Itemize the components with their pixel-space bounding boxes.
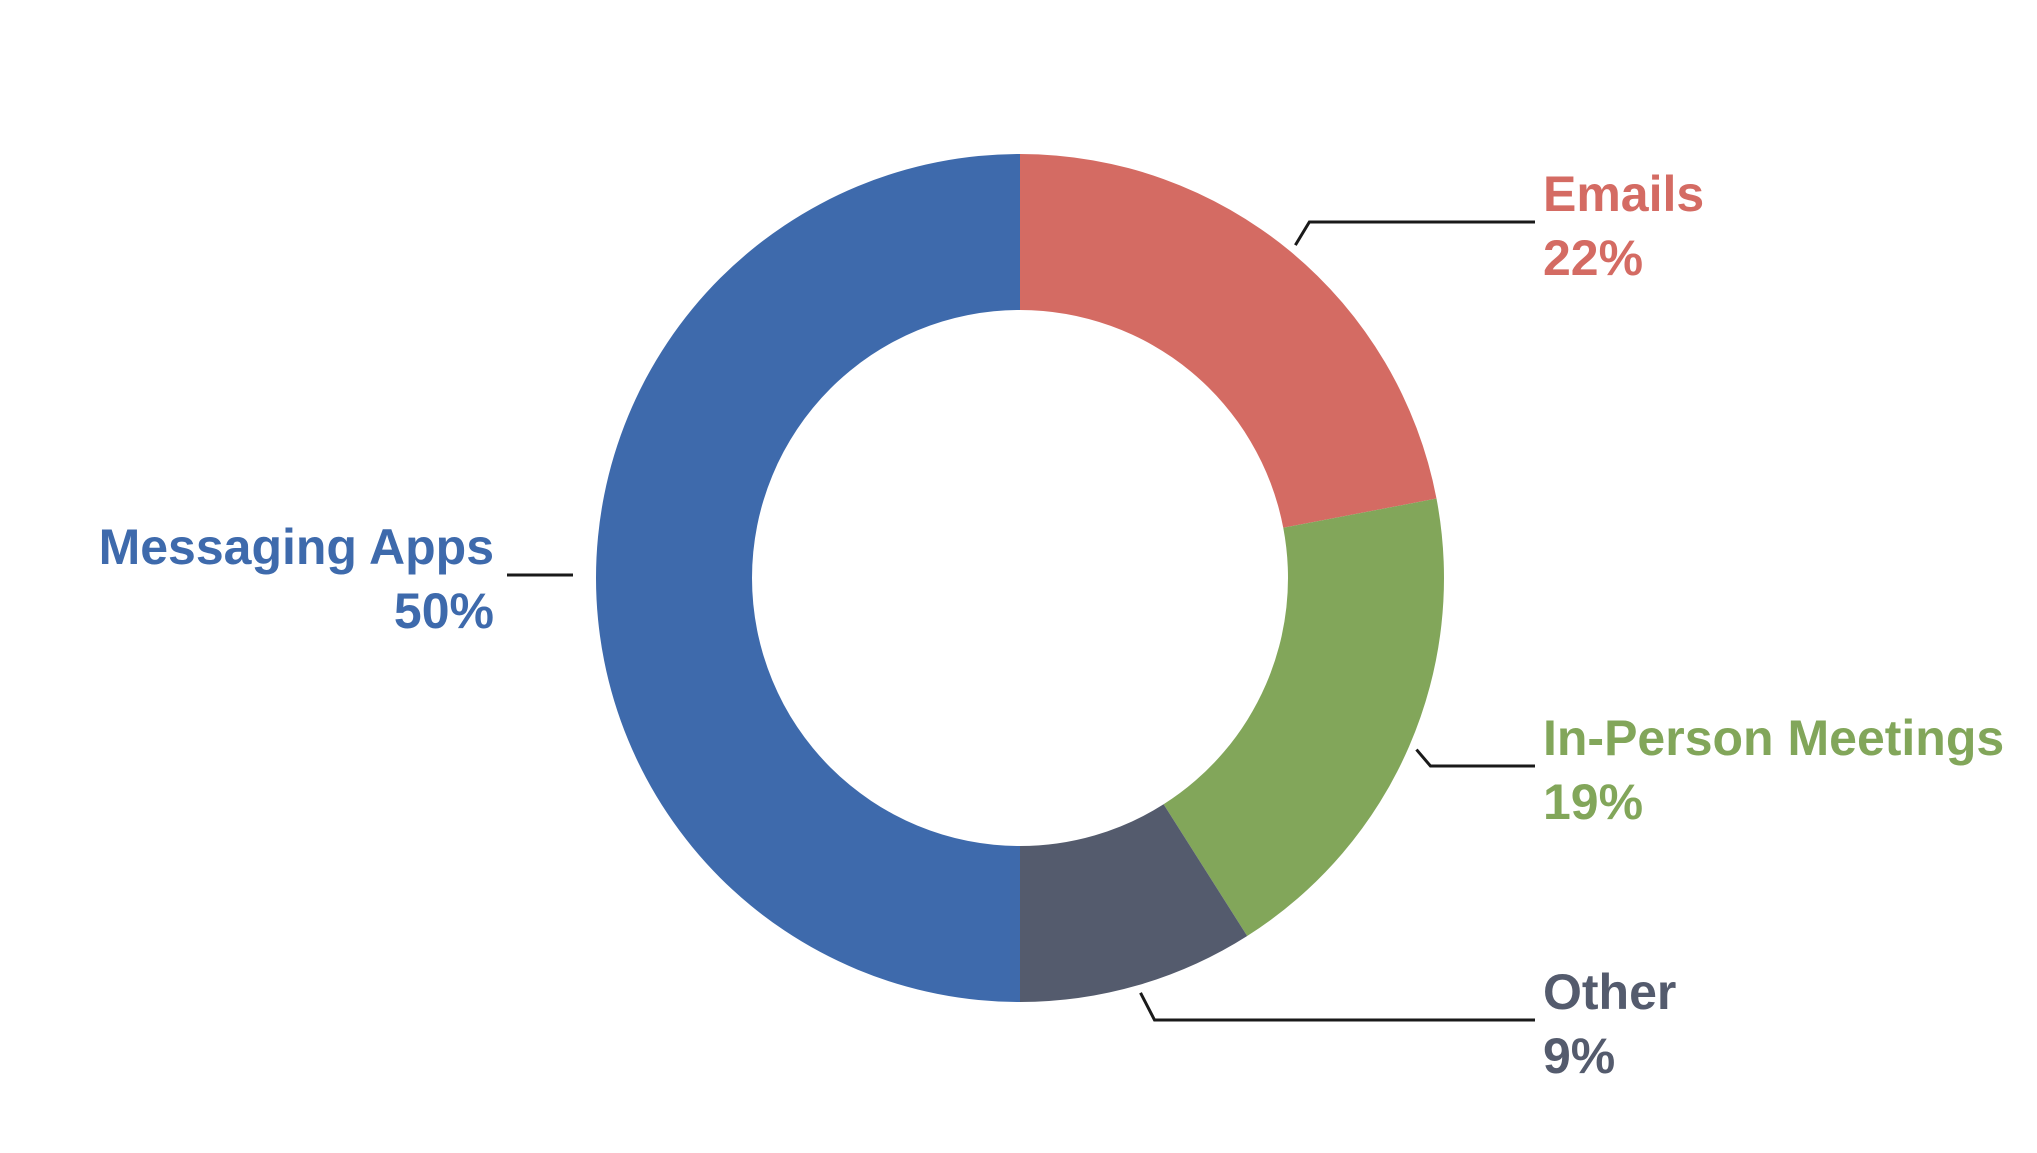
label-in-person-meetings-name: In-Person Meetings	[1543, 710, 2005, 766]
leader-line-emails	[1294, 220, 1535, 246]
leader-lines-layer	[507, 220, 1535, 1022]
label-emails-name: Emails	[1543, 166, 1705, 222]
slice-emails	[1020, 154, 1437, 528]
slice-in-person-meetings	[1163, 498, 1444, 936]
label-other-percent: 9%	[1543, 1028, 1616, 1084]
label-messaging-apps-percent: 50%	[393, 583, 494, 639]
slices-layer	[596, 154, 1444, 1002]
slice-other	[1020, 804, 1248, 1002]
label-in-person-meetings-percent: 19%	[1543, 774, 1644, 830]
label-messaging-apps-name: Messaging Apps	[98, 519, 494, 575]
label-emails: Emails 22%	[1543, 162, 1704, 290]
leader-line-other	[1139, 992, 1535, 1022]
slice-messaging-apps	[596, 154, 1020, 1002]
leader-line-in-person-meetings	[1415, 748, 1535, 768]
label-other-name: Other	[1543, 964, 1677, 1020]
label-emails-percent: 22%	[1543, 230, 1644, 286]
label-other: Other 9%	[1543, 960, 1676, 1088]
label-messaging-apps: Messaging Apps 50%	[99, 515, 494, 643]
label-in-person-meetings: In-Person Meetings 19%	[1543, 706, 2004, 834]
